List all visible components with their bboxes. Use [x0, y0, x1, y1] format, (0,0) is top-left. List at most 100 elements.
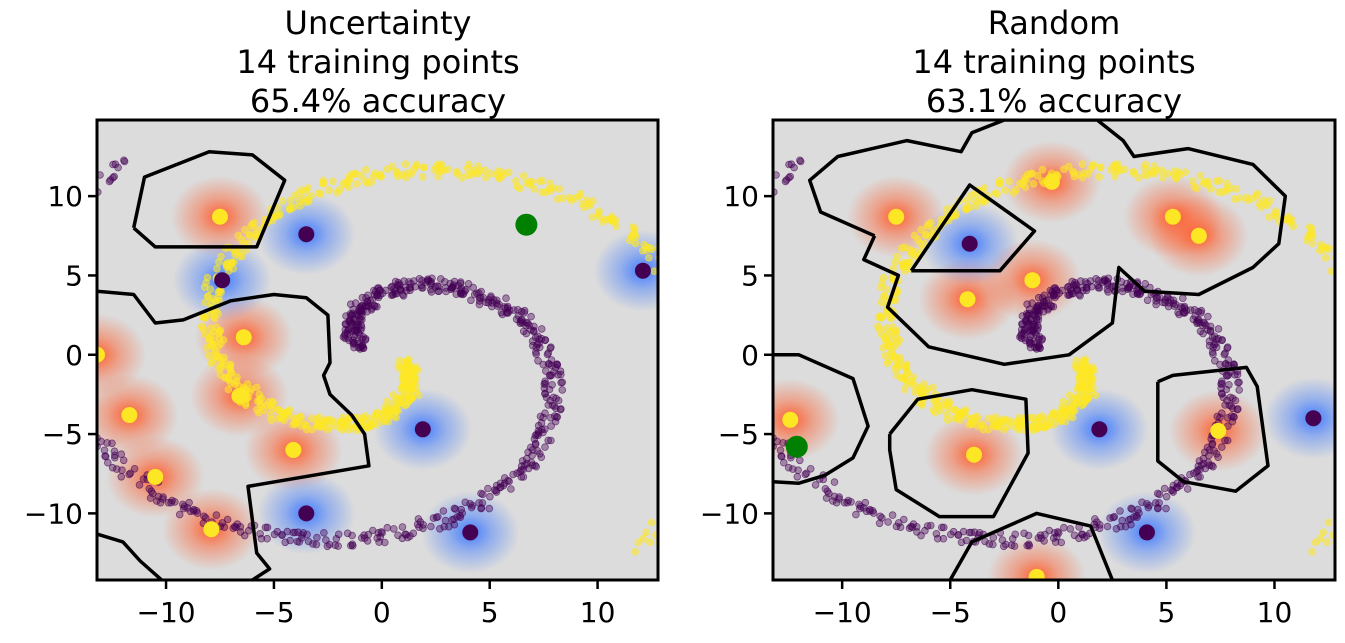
- dataset-point-negative: [1066, 525, 1075, 533]
- dataset-point-negative: [1110, 512, 1119, 521]
- dataset-point-negative: [750, 399, 757, 406]
- dataset-point-positive: [391, 404, 400, 413]
- y-tick-label: −5: [42, 418, 83, 451]
- dataset-point-negative: [49, 336, 56, 343]
- dataset-point-negative: [81, 221, 88, 228]
- y-tick-label: 0: [65, 339, 83, 372]
- dataset-point-negative: [741, 227, 748, 234]
- dataset-point-negative: [46, 329, 53, 336]
- dataset-point-positive: [512, 177, 520, 185]
- dataset-point-negative: [926, 521, 935, 530]
- dataset-point-negative: [97, 171, 104, 179]
- dataset-point-positive: [323, 416, 332, 425]
- title-line-1: Random: [988, 4, 1120, 42]
- dataset-point-negative: [1234, 405, 1242, 413]
- dataset-point-positive: [891, 353, 900, 362]
- dataset-point-positive: [703, 419, 710, 426]
- dataset-point-negative: [441, 516, 450, 525]
- dataset-point-negative: [724, 281, 731, 288]
- dataset-point-negative: [736, 247, 743, 254]
- dataset-point-positive: [695, 304, 702, 311]
- dataset-point-positive: [943, 205, 951, 213]
- dataset-point-positive: [961, 405, 970, 414]
- dataset-point-negative: [1214, 325, 1223, 333]
- dataset-point-negative: [793, 472, 802, 481]
- dataset-point-negative: [343, 529, 352, 538]
- dataset-point-positive: [670, 512, 677, 519]
- dataset-point-negative: [76, 407, 83, 414]
- boundary-upper-left-region: [131, 149, 287, 249]
- dataset-point-positive: [688, 472, 695, 479]
- dataset-point-negative: [492, 486, 500, 495]
- dataset-point-positive: [440, 166, 448, 175]
- dataset-point-negative: [1083, 284, 1091, 292]
- dataset-point-positive: [1065, 162, 1073, 171]
- uncertainty-plot-area: −10 −5 0 5 10 −10 −5 0 5 10: [24, 118, 727, 629]
- dataset-point-negative: [537, 453, 546, 462]
- dataset-point-positive: [1188, 177, 1197, 185]
- dataset-point-negative: [65, 249, 72, 256]
- dataset-point-positive: [1338, 281, 1345, 288]
- dataset-point-positive: [588, 213, 597, 222]
- dataset-point-positive: [720, 385, 727, 392]
- dataset-point-negative: [1112, 524, 1121, 533]
- boundary-inner-triangle-region: [909, 183, 1037, 273]
- dataset-point-negative: [536, 412, 545, 421]
- dataset-point-negative: [1153, 489, 1162, 498]
- dataset-point-positive: [231, 380, 239, 388]
- dataset-point-negative: [532, 343, 541, 352]
- dataset-point-negative: [1124, 283, 1132, 292]
- dataset-point-negative: [742, 385, 749, 392]
- dataset-point-positive: [388, 162, 397, 171]
- dataset-point-negative: [776, 446, 785, 455]
- dataset-point-positive: [704, 405, 711, 412]
- decision-boundaries: [97, 149, 371, 580]
- dataset-point-negative: [725, 378, 732, 385]
- x-tick-label: 0: [373, 596, 391, 629]
- dataset-point-positive: [704, 321, 711, 328]
- dataset-point-negative: [50, 345, 57, 352]
- query-point: [515, 213, 538, 236]
- dataset-point-positive: [881, 334, 890, 343]
- dataset-point-negative: [852, 510, 860, 519]
- dataset-point-negative: [334, 542, 342, 550]
- dataset-point-negative: [884, 518, 892, 526]
- dataset-point-positive: [687, 305, 694, 312]
- dataset-point-negative: [545, 360, 553, 368]
- dataset-point-positive: [667, 272, 674, 279]
- training-point-positive: [1190, 227, 1207, 244]
- dataset-point-negative: [74, 399, 81, 406]
- dataset-point-negative: [55, 368, 62, 375]
- dataset-point-negative: [445, 522, 453, 531]
- dataset-point-negative: [1222, 385, 1231, 394]
- dataset-point-negative: [47, 312, 54, 319]
- dataset-point-positive: [1248, 194, 1256, 203]
- dataset-point-negative: [1162, 504, 1170, 513]
- dataset-point-positive: [215, 353, 224, 362]
- dataset-point-positive: [700, 310, 707, 317]
- dataset-point-positive: [295, 197, 304, 206]
- dataset-point-positive: [678, 501, 685, 508]
- dataset-point-negative: [787, 160, 796, 169]
- dataset-point-positive: [688, 453, 695, 460]
- dataset-point-negative: [828, 497, 837, 505]
- dataset-point-negative: [1207, 435, 1215, 443]
- dataset-point-positive: [1013, 418, 1022, 427]
- dataset-point-negative: [549, 368, 558, 376]
- dataset-point-positive: [999, 416, 1008, 425]
- dataset-point-positive: [671, 283, 678, 290]
- dataset-point-negative: [73, 236, 80, 243]
- boundary-lower-middle-region: [887, 387, 1030, 519]
- dataset-point-negative: [729, 321, 736, 328]
- dataset-point-negative: [450, 277, 459, 286]
- dataset-point-positive: [224, 258, 232, 267]
- dataset-point-positive: [701, 428, 708, 435]
- dataset-point-negative: [553, 360, 561, 369]
- training-point-positive: [888, 208, 905, 225]
- dataset-point-positive: [664, 274, 671, 281]
- dataset-point-positive: [307, 192, 316, 200]
- dataset-point-positive: [207, 298, 216, 307]
- dataset-point-positive: [217, 252, 225, 261]
- y-tick-label: −10: [24, 497, 83, 530]
- dataset-point-positive: [344, 426, 352, 434]
